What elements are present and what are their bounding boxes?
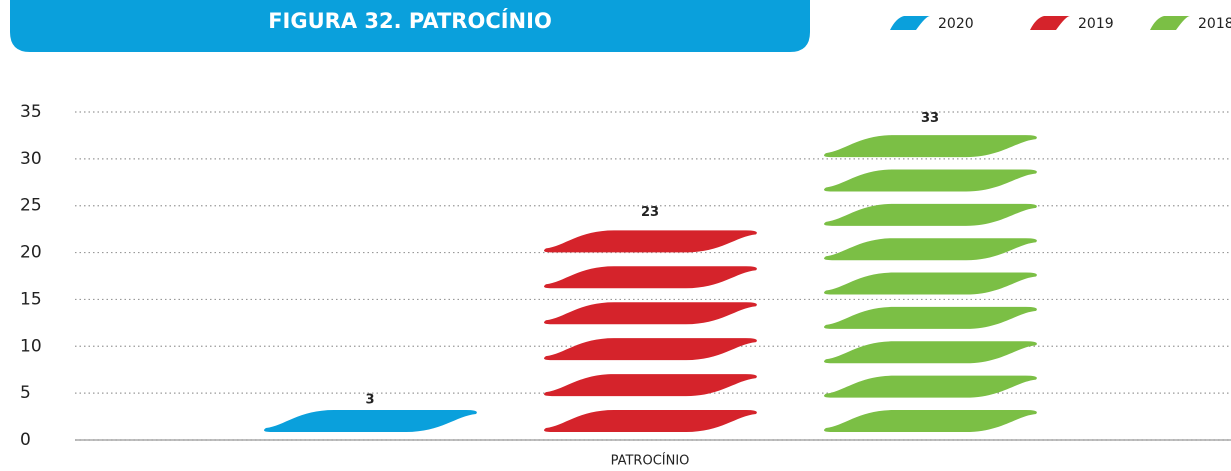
value-label: 23 <box>641 205 659 220</box>
legend-swatch <box>1030 16 1070 30</box>
bar-slab <box>824 203 1037 226</box>
y-tick-label: 0 <box>20 430 31 450</box>
y-tick-label: 10 <box>20 336 42 356</box>
title-banner <box>10 0 810 52</box>
value-label: 33 <box>921 111 939 126</box>
bar-slab <box>824 410 1037 432</box>
bar-slab <box>824 238 1037 261</box>
bar-slab <box>824 135 1037 158</box>
bar-slab <box>824 272 1037 295</box>
bar-slab <box>544 338 757 361</box>
y-tick-label: 5 <box>20 383 31 403</box>
y-tick-label: 20 <box>20 243 42 263</box>
y-tick-label: 35 <box>20 102 42 122</box>
bar <box>824 135 1037 432</box>
legend-label: 2020 <box>938 16 974 32</box>
bar-slab <box>544 302 757 325</box>
legend-swatch <box>890 16 930 30</box>
chart-title: FIGURA 32. PATROCÍNIO <box>268 8 552 33</box>
legend-swatch <box>1150 16 1190 30</box>
bar-slab <box>824 306 1037 329</box>
bar-slab <box>544 410 757 432</box>
y-tick-label: 25 <box>20 196 42 216</box>
x-tick-label: PATROCÍNIO <box>611 453 690 469</box>
bar-slab <box>824 375 1037 398</box>
value-label: 3 <box>365 392 374 407</box>
bar-slab <box>824 169 1037 192</box>
bar-slab <box>544 266 757 289</box>
bar-slab <box>544 230 757 253</box>
bar <box>264 410 477 432</box>
bar-slab <box>544 374 757 397</box>
bar-slab <box>264 410 477 432</box>
legend-label: 2019 <box>1078 16 1114 32</box>
y-tick-label: 15 <box>20 289 42 309</box>
legend-label: 2018 <box>1198 16 1231 32</box>
y-tick-label: 30 <box>20 149 42 169</box>
bar <box>544 230 757 432</box>
bar-slab <box>824 341 1037 364</box>
